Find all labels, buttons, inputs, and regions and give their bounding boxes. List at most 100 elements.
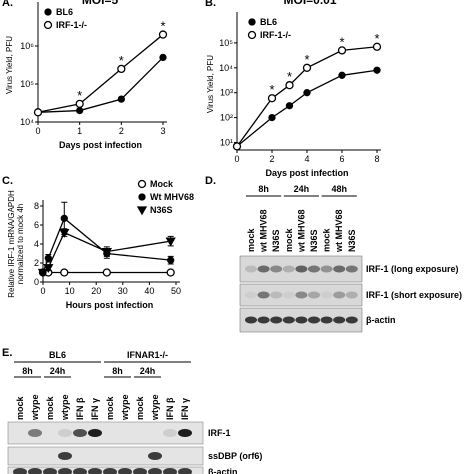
band xyxy=(270,265,283,273)
band xyxy=(320,265,333,273)
marker xyxy=(158,30,168,39)
marker xyxy=(338,71,346,79)
blot-strip xyxy=(7,446,204,466)
x-tick-label: 4 xyxy=(304,154,309,164)
x-axis-label: Days post infection xyxy=(59,140,142,150)
band xyxy=(333,291,346,299)
row-label: IRF-1 (short exposure) xyxy=(366,290,462,300)
x-tick-label: 0 xyxy=(35,126,40,136)
x-tick-label: 50 xyxy=(171,286,181,296)
marker xyxy=(167,256,175,264)
band xyxy=(345,316,358,324)
legend-label: Wt MHV68 xyxy=(150,192,194,202)
band xyxy=(73,429,87,437)
y-axis-label: normalized to mock 4h xyxy=(16,204,25,284)
time-label: 24h xyxy=(50,366,66,376)
blot-strip xyxy=(7,421,204,445)
y-tick-label: 10¹ xyxy=(220,138,233,148)
y-tick-label: 10⁵ xyxy=(20,79,34,89)
marker xyxy=(268,113,276,122)
panel-letter: B. xyxy=(205,0,216,9)
marker xyxy=(285,102,294,110)
lane-label: IFN β xyxy=(165,397,175,420)
y-axis-label: Relative IRF-1 mRNA/GAPDH xyxy=(7,190,16,298)
marker xyxy=(60,268,69,277)
band xyxy=(270,316,283,324)
band xyxy=(58,429,72,437)
y-tick-label: 8 xyxy=(34,201,39,211)
band xyxy=(320,316,333,324)
row-label: IRF-1 (long exposure) xyxy=(366,264,459,274)
marker xyxy=(75,99,84,109)
blot-strip xyxy=(239,283,363,307)
panel-letter: A. xyxy=(2,0,13,9)
band xyxy=(320,291,333,299)
x-tick-label: 1 xyxy=(77,126,82,136)
panel-letter: C. xyxy=(2,175,13,187)
band xyxy=(133,468,147,474)
band xyxy=(58,468,72,474)
band xyxy=(282,291,295,299)
row-label: ssDBP (orf6) xyxy=(208,451,262,461)
x-tick-label: 20 xyxy=(91,286,101,296)
band xyxy=(88,468,102,474)
marker xyxy=(59,228,70,238)
x-axis-label: Days post infection xyxy=(265,168,348,178)
marker xyxy=(165,237,176,247)
band xyxy=(163,468,177,474)
lane-label: mock xyxy=(105,395,115,420)
lane-label: wtype xyxy=(120,394,130,421)
lane-label: mock xyxy=(322,227,332,252)
annotation: * xyxy=(304,52,309,67)
legend-label: Mock xyxy=(150,179,174,189)
band xyxy=(28,429,42,437)
marker xyxy=(285,81,294,90)
lane-label: N36S xyxy=(347,229,357,252)
band xyxy=(295,265,308,273)
series-line xyxy=(37,34,164,113)
band xyxy=(148,452,162,460)
lane-label: IFN γ xyxy=(90,398,100,420)
band xyxy=(295,291,308,299)
time-label: 24h xyxy=(294,184,310,194)
band xyxy=(257,316,270,324)
y-tick-label: 6 xyxy=(34,220,39,230)
band xyxy=(245,316,257,324)
band xyxy=(178,468,192,474)
x-axis-label: Hours post infection xyxy=(66,300,154,310)
y-axis-label: Virus Yield, PFU xyxy=(5,36,14,94)
band xyxy=(308,316,320,324)
band xyxy=(43,468,57,474)
marker xyxy=(138,193,146,201)
annotation: * xyxy=(269,82,274,97)
y-tick-label: 2 xyxy=(34,258,39,268)
lane-label: wtype xyxy=(150,394,160,421)
band xyxy=(308,265,320,273)
marker xyxy=(43,264,54,274)
annotation: * xyxy=(287,69,292,84)
marker xyxy=(43,20,53,30)
y-tick-label: 4 xyxy=(34,239,39,249)
y-tick-label: 10⁵ xyxy=(219,38,233,48)
y-axis-label: Virus Yield, PFU xyxy=(206,55,215,113)
legend-label: IRF-1-/- xyxy=(56,20,87,30)
band xyxy=(148,468,162,474)
band xyxy=(178,429,192,437)
band xyxy=(345,265,358,273)
panel-letter: E. xyxy=(2,347,12,359)
band xyxy=(245,265,257,273)
annotation: * xyxy=(339,34,344,49)
x-tick-label: 2 xyxy=(119,126,124,136)
marker xyxy=(373,66,381,74)
lane-label: mock xyxy=(284,227,294,252)
band xyxy=(282,265,295,273)
y-tick-label: 10⁶ xyxy=(20,41,34,51)
x-tick-label: 10 xyxy=(65,286,75,296)
y-tick-label: 10⁴ xyxy=(20,117,34,127)
band xyxy=(73,468,87,474)
annotation: * xyxy=(374,31,379,46)
lane-label: wt MHV68 xyxy=(259,209,269,253)
chart-title: MOI=0.01 xyxy=(283,0,336,7)
x-tick-label: 30 xyxy=(118,286,128,296)
